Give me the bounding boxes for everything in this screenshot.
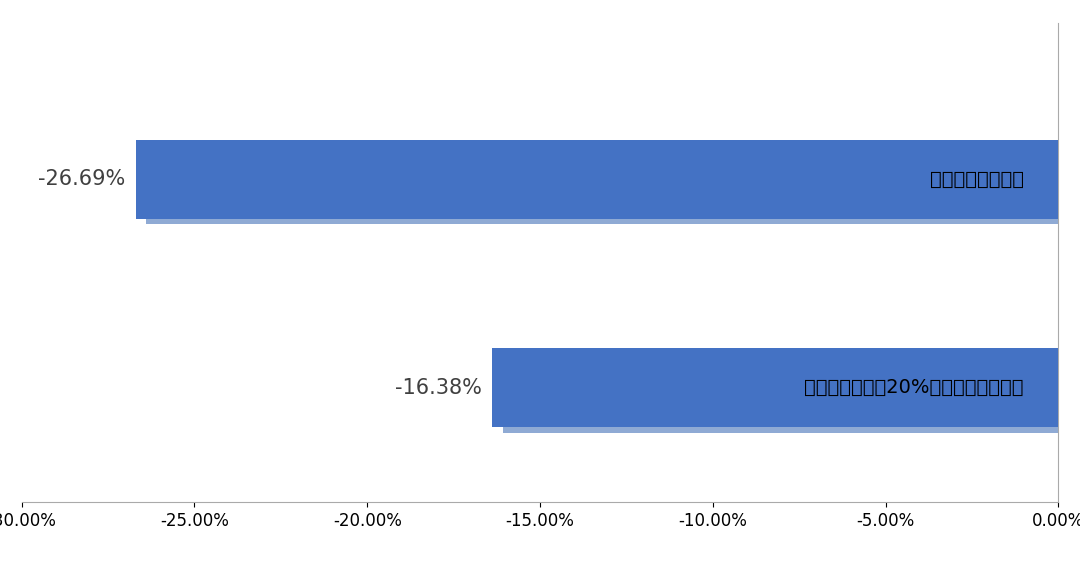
Text: -26.69%: -26.69%	[39, 169, 125, 189]
Bar	[502, 353, 1069, 433]
Bar	[147, 145, 1069, 224]
Bar	[136, 140, 1058, 219]
Text: 回本时间排名前20%的基金的下跌幅度: 回本时间排名前20%的基金的下跌幅度	[805, 378, 1024, 397]
Text: -16.38%: -16.38%	[395, 378, 482, 398]
Text: 其余基金下跌幅度: 其余基金下跌幅度	[930, 170, 1024, 189]
Bar	[492, 348, 1058, 428]
